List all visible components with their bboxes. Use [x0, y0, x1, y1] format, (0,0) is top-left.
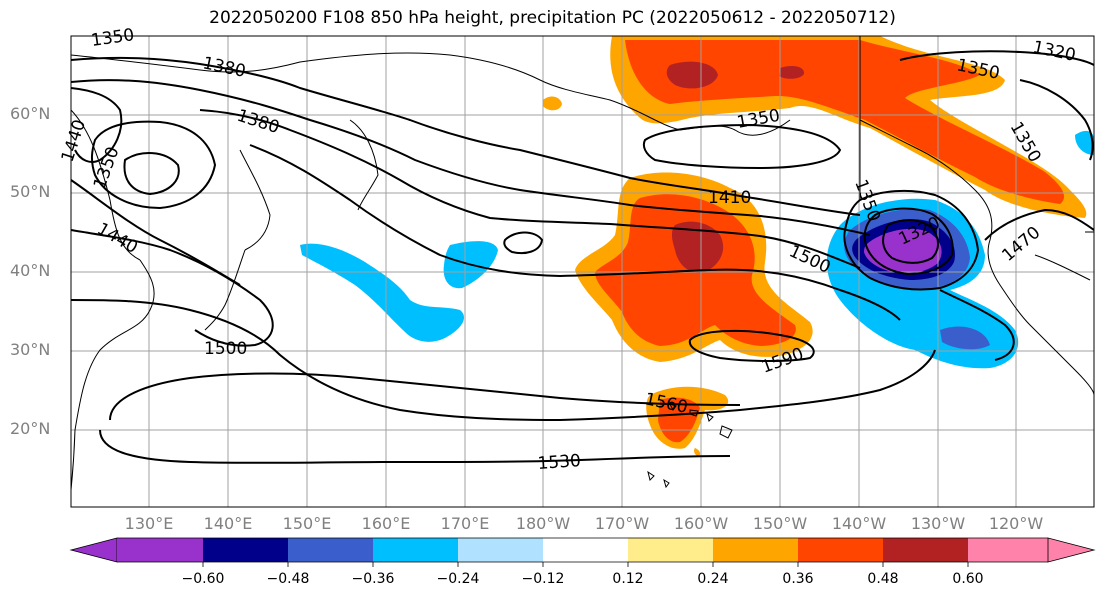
- colorbar-bin: [798, 538, 883, 562]
- colorbar-label: 0.24: [697, 571, 729, 587]
- colorbar-bin: [713, 538, 798, 562]
- colorbar: [69, 537, 1096, 567]
- colorbar-label: −0.60: [181, 571, 225, 587]
- lat-label-30n: 30°N: [10, 340, 51, 359]
- lon-label-160w: 160°W: [673, 514, 729, 533]
- colorbar-label: 0.12: [612, 571, 644, 587]
- lat-label-20n: 20°N: [10, 419, 51, 438]
- colorbar-extend-high: [1047, 537, 1096, 563]
- contour-label: 1440: [58, 117, 90, 164]
- colorbar-label: 0.48: [867, 571, 899, 587]
- colorbar-bin: [883, 538, 968, 562]
- lat-label-60n: 60°N: [10, 104, 51, 123]
- contour-label: 1410: [708, 188, 751, 208]
- colorbar-label: −0.36: [351, 571, 395, 587]
- lon-label-170w: 170°W: [594, 514, 650, 533]
- contour-label: 1320: [1031, 37, 1077, 66]
- contour-label: 1500: [204, 339, 247, 359]
- hawaii-islands: [647, 403, 733, 489]
- colorbar-label: 0.36: [782, 571, 814, 587]
- lon-label-150e: 150°E: [282, 514, 332, 533]
- colorbar-label: −0.12: [521, 571, 565, 587]
- lon-label-140e: 140°E: [203, 514, 253, 533]
- contour-label: 1530: [537, 451, 582, 474]
- lon-label-130w: 130°W: [910, 514, 966, 533]
- colorbar-bin: [628, 538, 713, 562]
- map-frame: [70, 35, 1095, 508]
- lon-label-130e: 130°E: [124, 514, 174, 533]
- colorbar-bin: [543, 538, 628, 562]
- colorbar-bin: [373, 538, 458, 562]
- contour-label: 1380: [201, 53, 247, 82]
- lat-label-40n: 40°N: [10, 261, 51, 280]
- lon-label-150w: 150°W: [752, 514, 808, 533]
- gridlines: [71, 36, 1094, 507]
- precip-shading: [300, 36, 1094, 456]
- lon-label-170e: 170°E: [440, 514, 490, 533]
- lon-label-140w: 140°W: [831, 514, 887, 533]
- colorbar-bin: [203, 538, 288, 562]
- colorbar-bin: [458, 538, 543, 562]
- colorbar-extend-low: [69, 537, 118, 563]
- colorbar-bin: [117, 538, 203, 562]
- colorbar-label: 0.60: [952, 571, 984, 587]
- colorbar-bin: [288, 538, 373, 562]
- contour-label: 1380: [234, 106, 281, 138]
- map-title: 2022050200 F108 850 hPa height, precipit…: [209, 8, 896, 28]
- lon-label-160e: 160°E: [361, 514, 411, 533]
- contour-label: 1350: [90, 25, 136, 51]
- lon-label-180w: 180°W: [515, 514, 571, 533]
- colorbar-label: −0.24: [436, 571, 480, 587]
- contour-label: 1470: [998, 223, 1044, 266]
- lon-label-120w: 120°W: [988, 514, 1044, 533]
- colorbar-label: −0.48: [266, 571, 310, 587]
- lat-label-50n: 50°N: [10, 182, 51, 201]
- colorbar-bin: [968, 538, 1048, 562]
- height-contours: [71, 50, 1094, 464]
